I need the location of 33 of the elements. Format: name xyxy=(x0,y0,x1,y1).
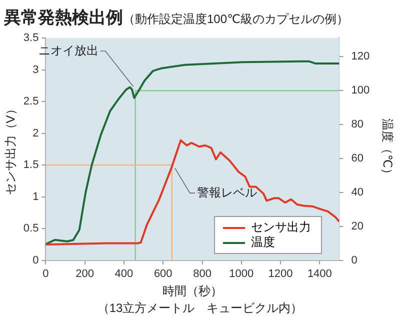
x-tick-label: 1200 xyxy=(268,268,293,280)
y-axis-title: センサ出力（V） xyxy=(4,103,18,196)
y2-tick-label: 0 xyxy=(351,254,358,266)
y2-tick-label: 100 xyxy=(351,84,370,97)
y2-axis-title: 温度（℃） xyxy=(380,118,394,180)
y2-tick-label: 60 xyxy=(351,152,364,165)
legend-label: センサ出力 xyxy=(251,220,311,235)
chart-title: 異常発熱検出例 xyxy=(4,8,123,27)
y2-tick-label: 120 xyxy=(351,50,370,63)
y-tick-label: 2.5 xyxy=(23,96,39,108)
y2-tick-label: 40 xyxy=(351,186,364,199)
y-tick-label: 2 xyxy=(32,127,39,140)
y-tick-label: 1.5 xyxy=(23,159,39,172)
text: （13立方メートル キュービクル内） xyxy=(96,300,304,317)
y2-tick-label: 80 xyxy=(351,118,364,131)
y-tick-label: 3.5 xyxy=(23,32,39,44)
y-tick-label: 0.5 xyxy=(23,222,39,235)
y-tick-label: 3 xyxy=(32,64,39,76)
x-tick-label: 200 xyxy=(76,268,94,280)
chart-subtitle: （動作設定温度100℃級のカプセルの例） xyxy=(123,12,348,26)
x-tick-label: 1400 xyxy=(307,268,332,280)
y-tick-label: 0 xyxy=(32,254,39,266)
y-tick-label: 1 xyxy=(32,190,39,203)
ref-line-label: ニオイ放出 xyxy=(38,43,98,58)
ref-line-label: 警報レベル xyxy=(196,185,257,200)
x-tick-label: 1000 xyxy=(229,268,254,280)
x-tick-label: 0 xyxy=(42,268,49,280)
y2-tick-label: 20 xyxy=(351,220,364,232)
x-tick-label: 600 xyxy=(154,268,172,280)
x-axis-title: 時間（秒） xyxy=(162,284,222,298)
x-tick-label: 800 xyxy=(193,268,212,280)
x-tick-label: 400 xyxy=(114,268,134,280)
legend-label: 温度 xyxy=(251,235,275,250)
